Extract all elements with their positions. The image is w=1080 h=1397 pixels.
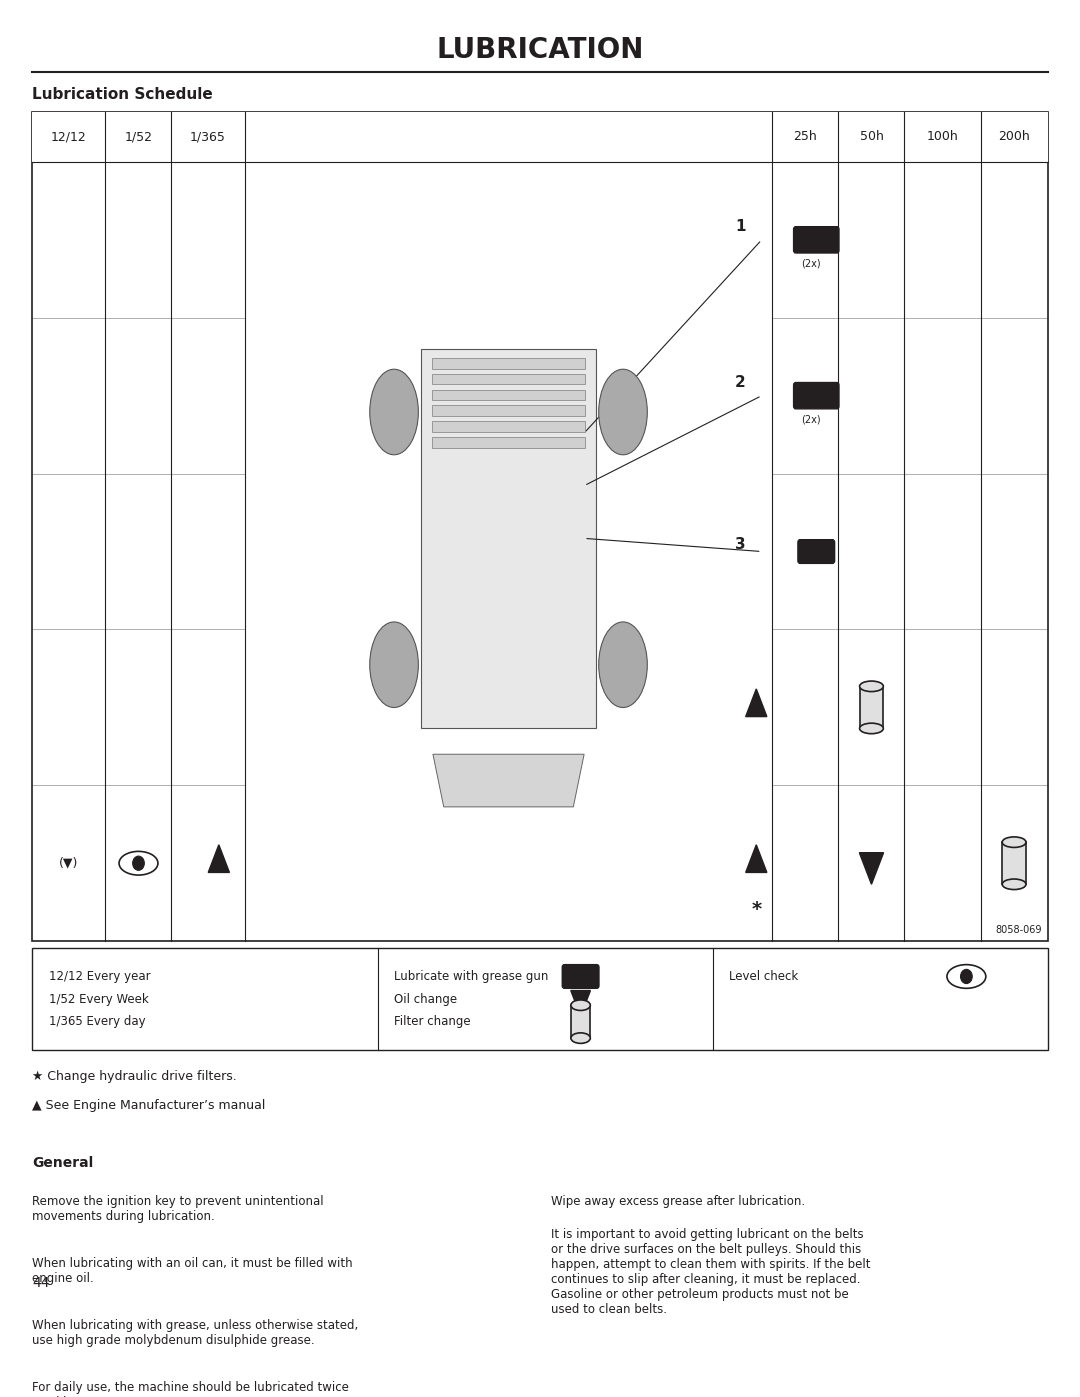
Polygon shape: [433, 754, 584, 807]
Bar: [432, 405, 585, 416]
Text: 2: 2: [734, 374, 745, 390]
Ellipse shape: [598, 369, 647, 455]
FancyBboxPatch shape: [798, 539, 835, 563]
Ellipse shape: [860, 724, 883, 733]
Bar: [432, 437, 585, 447]
Text: 1/52 Every Week: 1/52 Every Week: [49, 992, 148, 1006]
Ellipse shape: [1002, 879, 1026, 890]
Ellipse shape: [133, 856, 145, 870]
Text: Lubrication Schedule: Lubrication Schedule: [32, 87, 213, 102]
Bar: [571, 1006, 591, 1038]
Text: For daily use, the machine should be lubricated twice
weekly.: For daily use, the machine should be lub…: [32, 1380, 349, 1397]
Text: 200h: 200h: [998, 130, 1030, 144]
FancyBboxPatch shape: [794, 383, 839, 409]
Ellipse shape: [369, 622, 418, 707]
Bar: [32, 785, 772, 942]
Ellipse shape: [1002, 837, 1026, 848]
Text: (▼): (▼): [59, 856, 79, 870]
Bar: [432, 374, 585, 384]
Text: LUBRICATION: LUBRICATION: [436, 36, 644, 64]
Text: General: General: [32, 1155, 94, 1169]
Text: 12/12: 12/12: [51, 130, 86, 144]
Ellipse shape: [598, 622, 647, 707]
Polygon shape: [745, 845, 767, 873]
FancyBboxPatch shape: [563, 965, 599, 988]
Bar: [432, 390, 585, 400]
Text: Level check: Level check: [729, 970, 798, 983]
Text: Lubricate with grease gun: Lubricate with grease gun: [394, 970, 549, 983]
Ellipse shape: [960, 970, 972, 983]
Text: It is important to avoid getting lubricant on the belts
or the drive surfaces on: It is important to avoid getting lubrica…: [551, 1228, 870, 1316]
Text: 12/12 Every year: 12/12 Every year: [49, 970, 150, 983]
Text: Oil change: Oil change: [394, 992, 457, 1006]
Polygon shape: [745, 689, 767, 717]
Text: Filter change: Filter change: [394, 1016, 471, 1028]
Ellipse shape: [860, 682, 883, 692]
Text: 100h: 100h: [927, 130, 958, 144]
Text: 1/365: 1/365: [190, 130, 226, 144]
Text: Remove the ignition key to prevent unintentional
movements during lubrication.: Remove the ignition key to prevent unint…: [32, 1196, 324, 1224]
Text: (2x): (2x): [801, 415, 821, 425]
Text: 8058-069: 8058-069: [996, 925, 1042, 935]
Text: Wipe away excess grease after lubrication.: Wipe away excess grease after lubricatio…: [551, 1196, 805, 1208]
Text: ★ Change hydraulic drive filters.: ★ Change hydraulic drive filters.: [32, 1070, 238, 1083]
Bar: [772, 474, 1048, 630]
Ellipse shape: [571, 1000, 591, 1010]
Ellipse shape: [947, 965, 986, 988]
Bar: [255, 182, 761, 922]
Text: 1: 1: [735, 219, 745, 235]
Text: 44: 44: [32, 1277, 50, 1291]
Text: 3: 3: [734, 538, 745, 552]
Bar: [421, 349, 596, 728]
Text: 1/52: 1/52: [124, 130, 152, 144]
Bar: [32, 947, 1048, 1051]
Bar: [1002, 842, 1026, 884]
Text: 50h: 50h: [860, 130, 883, 144]
Bar: [432, 358, 585, 369]
Polygon shape: [571, 990, 591, 1016]
Text: 1/365 Every day: 1/365 Every day: [49, 1016, 145, 1028]
Text: When lubricating with an oil can, it must be filled with
engine oil.: When lubricating with an oil can, it mus…: [32, 1257, 353, 1285]
Ellipse shape: [119, 851, 158, 875]
Text: *: *: [752, 901, 761, 919]
Polygon shape: [208, 845, 229, 873]
Bar: [32, 112, 1048, 942]
Bar: [32, 112, 1048, 162]
Ellipse shape: [369, 369, 418, 455]
Bar: [432, 422, 585, 432]
Bar: [772, 162, 1048, 317]
Text: (2x): (2x): [801, 258, 821, 268]
Polygon shape: [860, 852, 883, 884]
Text: 25h: 25h: [794, 130, 818, 144]
Text: ▲ See Engine Manufacturer’s manual: ▲ See Engine Manufacturer’s manual: [32, 1099, 266, 1112]
FancyBboxPatch shape: [794, 226, 839, 253]
Bar: [772, 785, 1048, 942]
Bar: [860, 686, 883, 728]
Text: When lubricating with grease, unless otherwise stated,
use high grade molybdenum: When lubricating with grease, unless oth…: [32, 1319, 359, 1347]
Ellipse shape: [571, 1032, 591, 1044]
